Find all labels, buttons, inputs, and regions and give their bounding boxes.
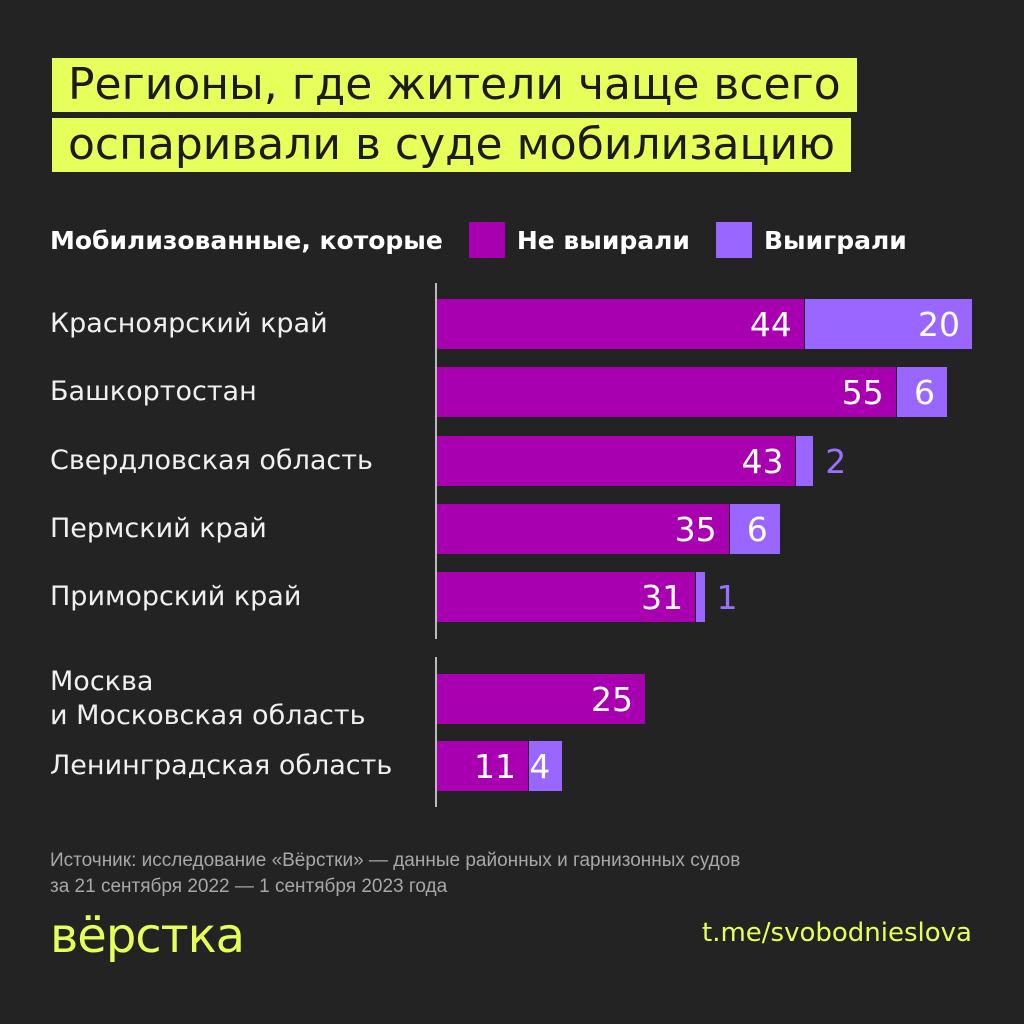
data-label-outside: 1 (716, 577, 738, 617)
logo: вёрстка (50, 908, 245, 964)
bar-won: 6 (896, 367, 947, 417)
source-line-1: Источник: исследование «Вёрстки» — данны… (50, 850, 741, 871)
data-label: 6 (913, 372, 935, 412)
bar-won: 4 (528, 741, 563, 791)
data-label: 4 (529, 746, 551, 786)
bar-lost: 31 (437, 572, 696, 622)
bar-won: 20 (804, 299, 973, 349)
data-label: 55 (841, 372, 884, 412)
data-label-outside: 2 (825, 441, 847, 481)
source-note: Источник: исследование «Вёрстки» — данны… (50, 848, 740, 900)
bar-lost: 55 (437, 367, 896, 417)
bar-lost: 35 (437, 504, 729, 554)
category-label: Москва и Московская область (50, 666, 366, 731)
category-label: Приморский край (50, 581, 302, 612)
telegram-link[interactable]: t.me/svobodnieslova (702, 918, 972, 948)
legend-prefix: Мобилизованные, которые (50, 225, 443, 255)
bar-lost: 44 (437, 299, 804, 349)
category-label: Пермский край (50, 513, 267, 544)
data-label: 43 (741, 441, 784, 481)
source-line-2: за 21 сентября 2022 — 1 сентября 2023 го… (50, 876, 448, 897)
bar-lost: 11 (437, 741, 528, 791)
data-label: 6 (746, 509, 768, 549)
category-label: Красноярский край (50, 308, 328, 339)
legend: Мобилизованные, которые Не выирали Выигр… (50, 222, 907, 258)
title-line-1: Регионы, где жители чаще всего (52, 58, 857, 112)
legend-item-lost: Не выирали (516, 225, 690, 255)
data-label: 20 (918, 304, 961, 344)
bar-won (796, 436, 814, 486)
data-label: 11 (473, 746, 516, 786)
category-label: Свердловская область (50, 445, 373, 476)
category-label: Ленинградская область (50, 750, 393, 781)
data-label: 25 (591, 679, 633, 719)
legend-swatch-lost (468, 222, 505, 258)
bar-lost: 43 (437, 436, 796, 486)
axis-line-top (435, 283, 437, 639)
data-label: 31 (641, 577, 684, 617)
axis-line-bottom (435, 657, 437, 807)
legend-swatch-won (715, 222, 752, 258)
data-label: 35 (674, 509, 717, 549)
data-label: 44 (749, 304, 792, 344)
bar-won: 6 (729, 504, 780, 554)
category-label: Башкортостан (50, 376, 257, 407)
bar-lost: 25 (437, 674, 645, 724)
legend-item-won: Выиграли (763, 225, 907, 255)
title-line-2: оспаривали в суде мобилизацию (52, 118, 852, 172)
bar-won (696, 572, 705, 622)
